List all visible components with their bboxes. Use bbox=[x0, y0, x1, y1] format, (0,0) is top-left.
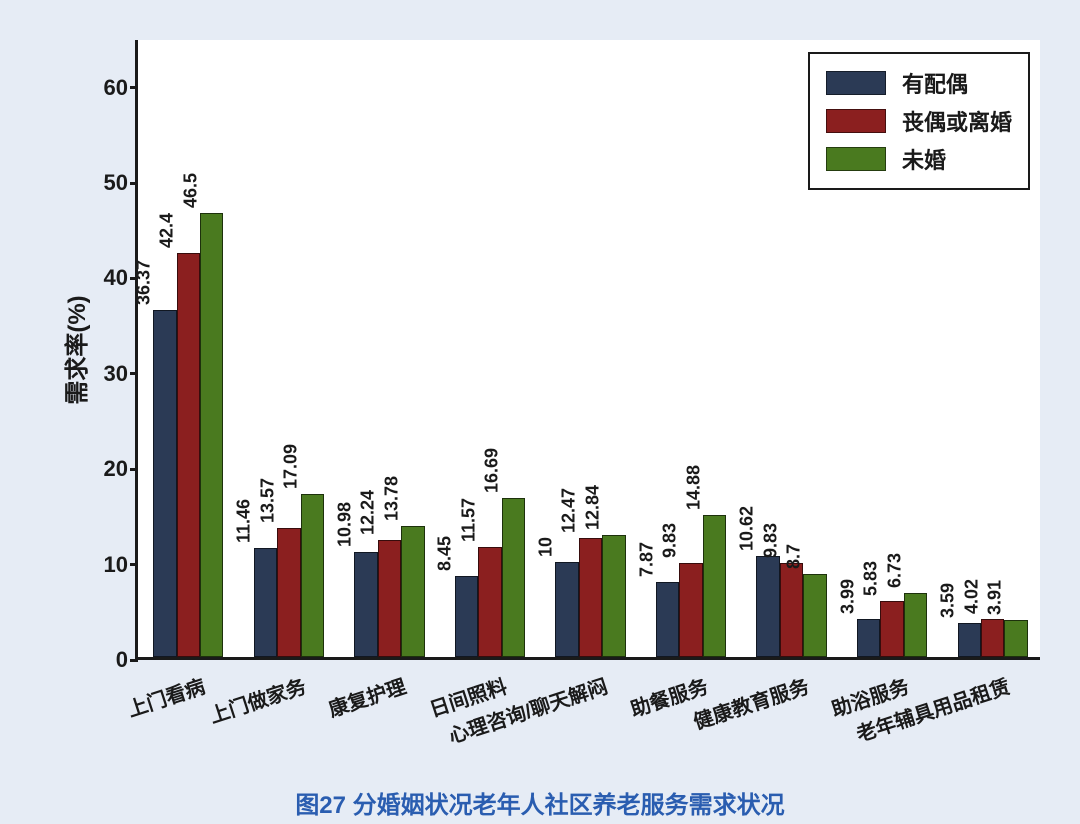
x-tick-label: 康复护理 bbox=[320, 657, 409, 723]
bar: 11.46 bbox=[254, 548, 277, 657]
bar: 13.78 bbox=[401, 526, 424, 657]
bar: 13.57 bbox=[277, 528, 300, 657]
bar-value-label: 14.88 bbox=[683, 465, 704, 516]
legend-label: 未婚 bbox=[902, 143, 946, 175]
bar-value-label: 17.09 bbox=[281, 444, 302, 495]
figure-container: 010203040506036.3742.446.5上门看病11.4613.57… bbox=[0, 0, 1080, 824]
bar: 7.87 bbox=[656, 582, 679, 657]
bar-value-label: 10.98 bbox=[334, 502, 355, 553]
bar-value-label: 3.59 bbox=[938, 583, 959, 624]
bar: 36.37 bbox=[153, 310, 176, 657]
legend-swatch bbox=[826, 71, 886, 95]
bar: 8.7 bbox=[803, 574, 826, 657]
bar-value-label: 11.57 bbox=[458, 498, 479, 548]
bar: 10 bbox=[555, 562, 578, 657]
legend-item: 未婚 bbox=[826, 140, 1012, 178]
bar: 3.59 bbox=[958, 623, 981, 657]
y-axis-label: 需求率(%) bbox=[57, 295, 92, 404]
figure-caption: 图27 分婚姻状况老年人社区养老服务需求状况 bbox=[0, 785, 1080, 820]
y-tick-label: 0 bbox=[116, 647, 138, 673]
bar-value-label: 3.99 bbox=[837, 579, 858, 620]
bar-value-label: 3.91 bbox=[985, 580, 1006, 621]
legend-swatch bbox=[826, 109, 886, 133]
x-tick-label: 上门做家务 bbox=[201, 657, 309, 729]
legend: 有配偶丧偶或离婚未婚 bbox=[808, 52, 1030, 190]
bar: 4.02 bbox=[981, 619, 1004, 657]
y-tick-label: 30 bbox=[104, 361, 138, 387]
bar-value-label: 12.24 bbox=[358, 490, 379, 541]
bar-value-label: 5.83 bbox=[861, 561, 882, 602]
x-tick-label: 健康教育服务 bbox=[684, 657, 811, 735]
bar-value-label: 12.47 bbox=[559, 488, 580, 539]
bar-value-label: 10 bbox=[536, 537, 557, 563]
bar: 12.84 bbox=[602, 535, 625, 657]
y-tick-label: 60 bbox=[104, 75, 138, 101]
bar: 17.09 bbox=[301, 494, 324, 657]
bar-value-label: 16.69 bbox=[482, 448, 503, 499]
bar-value-label: 4.02 bbox=[961, 579, 982, 620]
bar-value-label: 46.5 bbox=[180, 173, 201, 214]
bar: 3.91 bbox=[1004, 620, 1027, 657]
bar-value-label: 36.37 bbox=[133, 260, 154, 311]
bar: 12.47 bbox=[579, 538, 602, 657]
bar-value-label: 6.73 bbox=[884, 553, 905, 594]
bar-value-label: 8.45 bbox=[435, 536, 456, 577]
bar: 42.4 bbox=[177, 253, 200, 657]
bar: 10.62 bbox=[756, 556, 779, 657]
bar: 11.57 bbox=[478, 547, 501, 657]
bar: 10.98 bbox=[354, 552, 377, 657]
bar: 46.5 bbox=[200, 213, 223, 657]
bar-value-label: 8.7 bbox=[784, 544, 805, 575]
bar: 12.24 bbox=[378, 540, 401, 657]
y-tick-label: 10 bbox=[104, 552, 138, 578]
legend-swatch bbox=[826, 147, 886, 171]
bar: 9.83 bbox=[780, 563, 803, 657]
legend-item: 有配偶 bbox=[826, 64, 1012, 102]
bar-value-label: 13.57 bbox=[257, 478, 278, 529]
legend-item: 丧偶或离婚 bbox=[826, 102, 1012, 140]
legend-label: 有配偶 bbox=[902, 67, 968, 99]
bar-value-label: 12.84 bbox=[582, 484, 603, 535]
bar-value-label: 7.87 bbox=[636, 542, 657, 583]
bar: 6.73 bbox=[904, 593, 927, 657]
bar: 9.83 bbox=[679, 563, 702, 657]
bar-value-label: 42.4 bbox=[157, 213, 178, 254]
bar: 3.99 bbox=[857, 619, 880, 657]
bar-value-label: 9.83 bbox=[660, 523, 681, 564]
legend-label: 丧偶或离婚 bbox=[902, 105, 1012, 137]
bar: 16.69 bbox=[502, 498, 525, 657]
y-tick-label: 20 bbox=[104, 456, 138, 482]
bar: 8.45 bbox=[455, 576, 478, 657]
bar-value-label: 9.83 bbox=[760, 523, 781, 564]
bar-value-label: 11.46 bbox=[234, 499, 255, 549]
bar-value-label: 10.62 bbox=[737, 506, 758, 557]
bar-value-label: 13.78 bbox=[381, 476, 402, 527]
bar: 14.88 bbox=[703, 515, 726, 657]
bar: 5.83 bbox=[880, 601, 903, 657]
y-tick-label: 50 bbox=[104, 170, 138, 196]
